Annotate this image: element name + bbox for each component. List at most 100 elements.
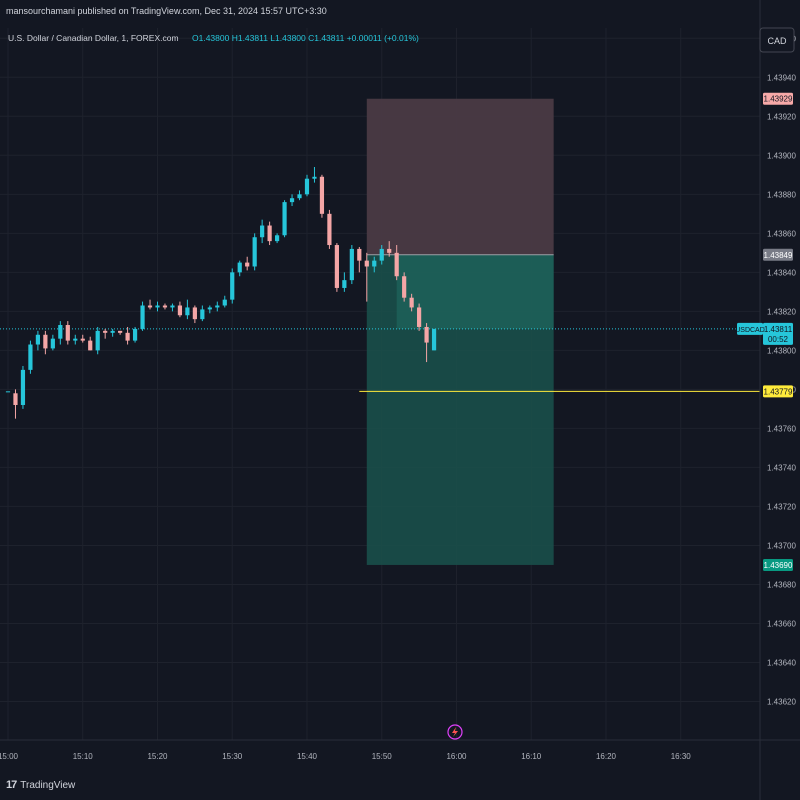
candle-body[interactable] [43, 334, 48, 349]
x-tick-label: 16:10 [521, 752, 542, 761]
stop-price-label-bg [763, 92, 793, 105]
candle-body[interactable] [297, 194, 302, 199]
candle-body[interactable] [28, 344, 33, 370]
publisher-line: mansourchamani published on TradingView.… [6, 6, 327, 16]
symbol-name[interactable]: U.S. Dollar / Canadian Dollar, 1, FOREX.… [8, 33, 179, 43]
candle-body[interactable] [118, 330, 123, 333]
stop-price-label: 1.43929 [764, 95, 793, 104]
stop-loss-zone[interactable] [366, 98, 554, 255]
candle-body[interactable] [140, 305, 145, 329]
candle-body[interactable] [222, 299, 227, 306]
candle-body[interactable] [20, 369, 26, 405]
candle-body[interactable] [252, 237, 257, 267]
target-price-label-bg [763, 558, 793, 571]
x-tick-label: 16:00 [446, 752, 467, 761]
candle-body[interactable] [364, 260, 369, 267]
candle-body[interactable] [260, 225, 265, 238]
tradingview-logo[interactable]: 17 TradingView [6, 779, 75, 791]
x-tick-label: 15:00 [0, 752, 19, 761]
y-tick-label: 1.43760 [767, 424, 796, 433]
candle-body[interactable] [357, 248, 362, 261]
candle-body[interactable] [372, 260, 377, 267]
candle-body[interactable] [312, 176, 317, 179]
y-tick-label: 1.43900 [767, 151, 796, 160]
candle-body[interactable] [379, 248, 384, 261]
alert-price-label: 1.43779 [764, 387, 793, 396]
y-tick-label: 1.43920 [767, 112, 796, 121]
candle-body[interactable] [431, 328, 437, 351]
current-price-label: 1.43811 [764, 325, 793, 334]
candle-body[interactable] [327, 213, 332, 246]
y-tick-label: 1.43720 [767, 502, 796, 511]
candle-body[interactable] [349, 248, 354, 281]
candle-body[interactable] [5, 391, 11, 393]
candle-body[interactable] [230, 272, 235, 300]
alert-price-label-bg [763, 385, 793, 398]
candle-body[interactable] [192, 307, 197, 320]
y-tick-label: 1.43800 [767, 346, 796, 355]
candle-body[interactable] [304, 178, 310, 195]
candle-body[interactable] [110, 330, 115, 333]
candle-body[interactable] [319, 176, 325, 214]
candle-body[interactable] [95, 330, 100, 351]
svg-text:CAD: CAD [767, 36, 787, 46]
candle-body[interactable] [35, 334, 40, 345]
candle-body[interactable] [170, 305, 175, 308]
candle-body[interactable] [125, 332, 130, 341]
y-tick-label: 1.43820 [767, 307, 796, 316]
candle-body[interactable] [409, 297, 414, 308]
candle-body[interactable] [267, 225, 272, 242]
lightning-icon[interactable] [447, 724, 463, 740]
candle-body[interactable] [132, 328, 138, 341]
position-zones[interactable] [366, 98, 554, 565]
candle-body[interactable] [147, 305, 153, 308]
price-labels: 1.43929 1.43849 1.43779 1.43690 1.4381100:52… [735, 92, 793, 571]
y-tick-label: 1.43700 [767, 541, 796, 550]
price-lines [0, 328, 760, 392]
candle-body[interactable] [387, 248, 392, 253]
candle-body[interactable] [282, 202, 287, 236]
candle-body[interactable] [80, 338, 85, 341]
candle-body[interactable] [245, 262, 250, 267]
symbol-tag-bg [737, 322, 763, 335]
candle-body[interactable] [185, 307, 190, 316]
candle-body[interactable] [334, 245, 339, 288]
y-tick-label: 1.43740 [767, 463, 796, 472]
candle-body[interactable] [155, 305, 160, 308]
entry-price-label: 1.43849 [764, 251, 793, 260]
candle-body[interactable] [394, 252, 399, 277]
x-tick-label: 15:20 [147, 752, 168, 761]
candle-body[interactable] [177, 305, 183, 316]
candle-body[interactable] [237, 262, 242, 273]
candle-body[interactable] [417, 307, 422, 327]
x-tick-label: 15:40 [297, 752, 318, 761]
candle-body[interactable] [342, 280, 347, 288]
y-tick-label: 1.43860 [767, 229, 796, 238]
y-tick-label: 1.43660 [767, 619, 796, 628]
y-tick-label: 1.43680 [767, 580, 796, 589]
candle-body[interactable] [402, 276, 407, 298]
candle-body[interactable] [207, 307, 212, 310]
candle-body[interactable] [50, 338, 55, 349]
x-tick-label: 15:10 [73, 752, 94, 761]
ohlc-readout: O1.43800 H1.43811 L1.43800 C1.43811 +0.0… [192, 33, 419, 43]
candle-body[interactable] [13, 393, 18, 405]
x-tick-label: 16:30 [671, 752, 692, 761]
candle-body[interactable] [103, 330, 108, 333]
candle-body[interactable] [73, 338, 78, 341]
candle-body[interactable] [274, 235, 280, 242]
candle-body[interactable] [58, 325, 63, 339]
candle-body[interactable] [215, 305, 220, 308]
candle-body[interactable] [88, 340, 93, 351]
currency-button[interactable]: CAD [759, 27, 795, 53]
candle-body[interactable] [289, 198, 295, 203]
candle-body[interactable] [65, 325, 70, 341]
candle-body[interactable] [424, 326, 429, 343]
candle-body[interactable] [162, 305, 168, 308]
symbol-tag: USDCAD [735, 327, 765, 334]
candles[interactable] [5, 167, 437, 419]
candle-body[interactable] [200, 309, 205, 320]
y-tick-label: 1.43620 [767, 697, 796, 706]
active-profit-zone [396, 254, 554, 329]
